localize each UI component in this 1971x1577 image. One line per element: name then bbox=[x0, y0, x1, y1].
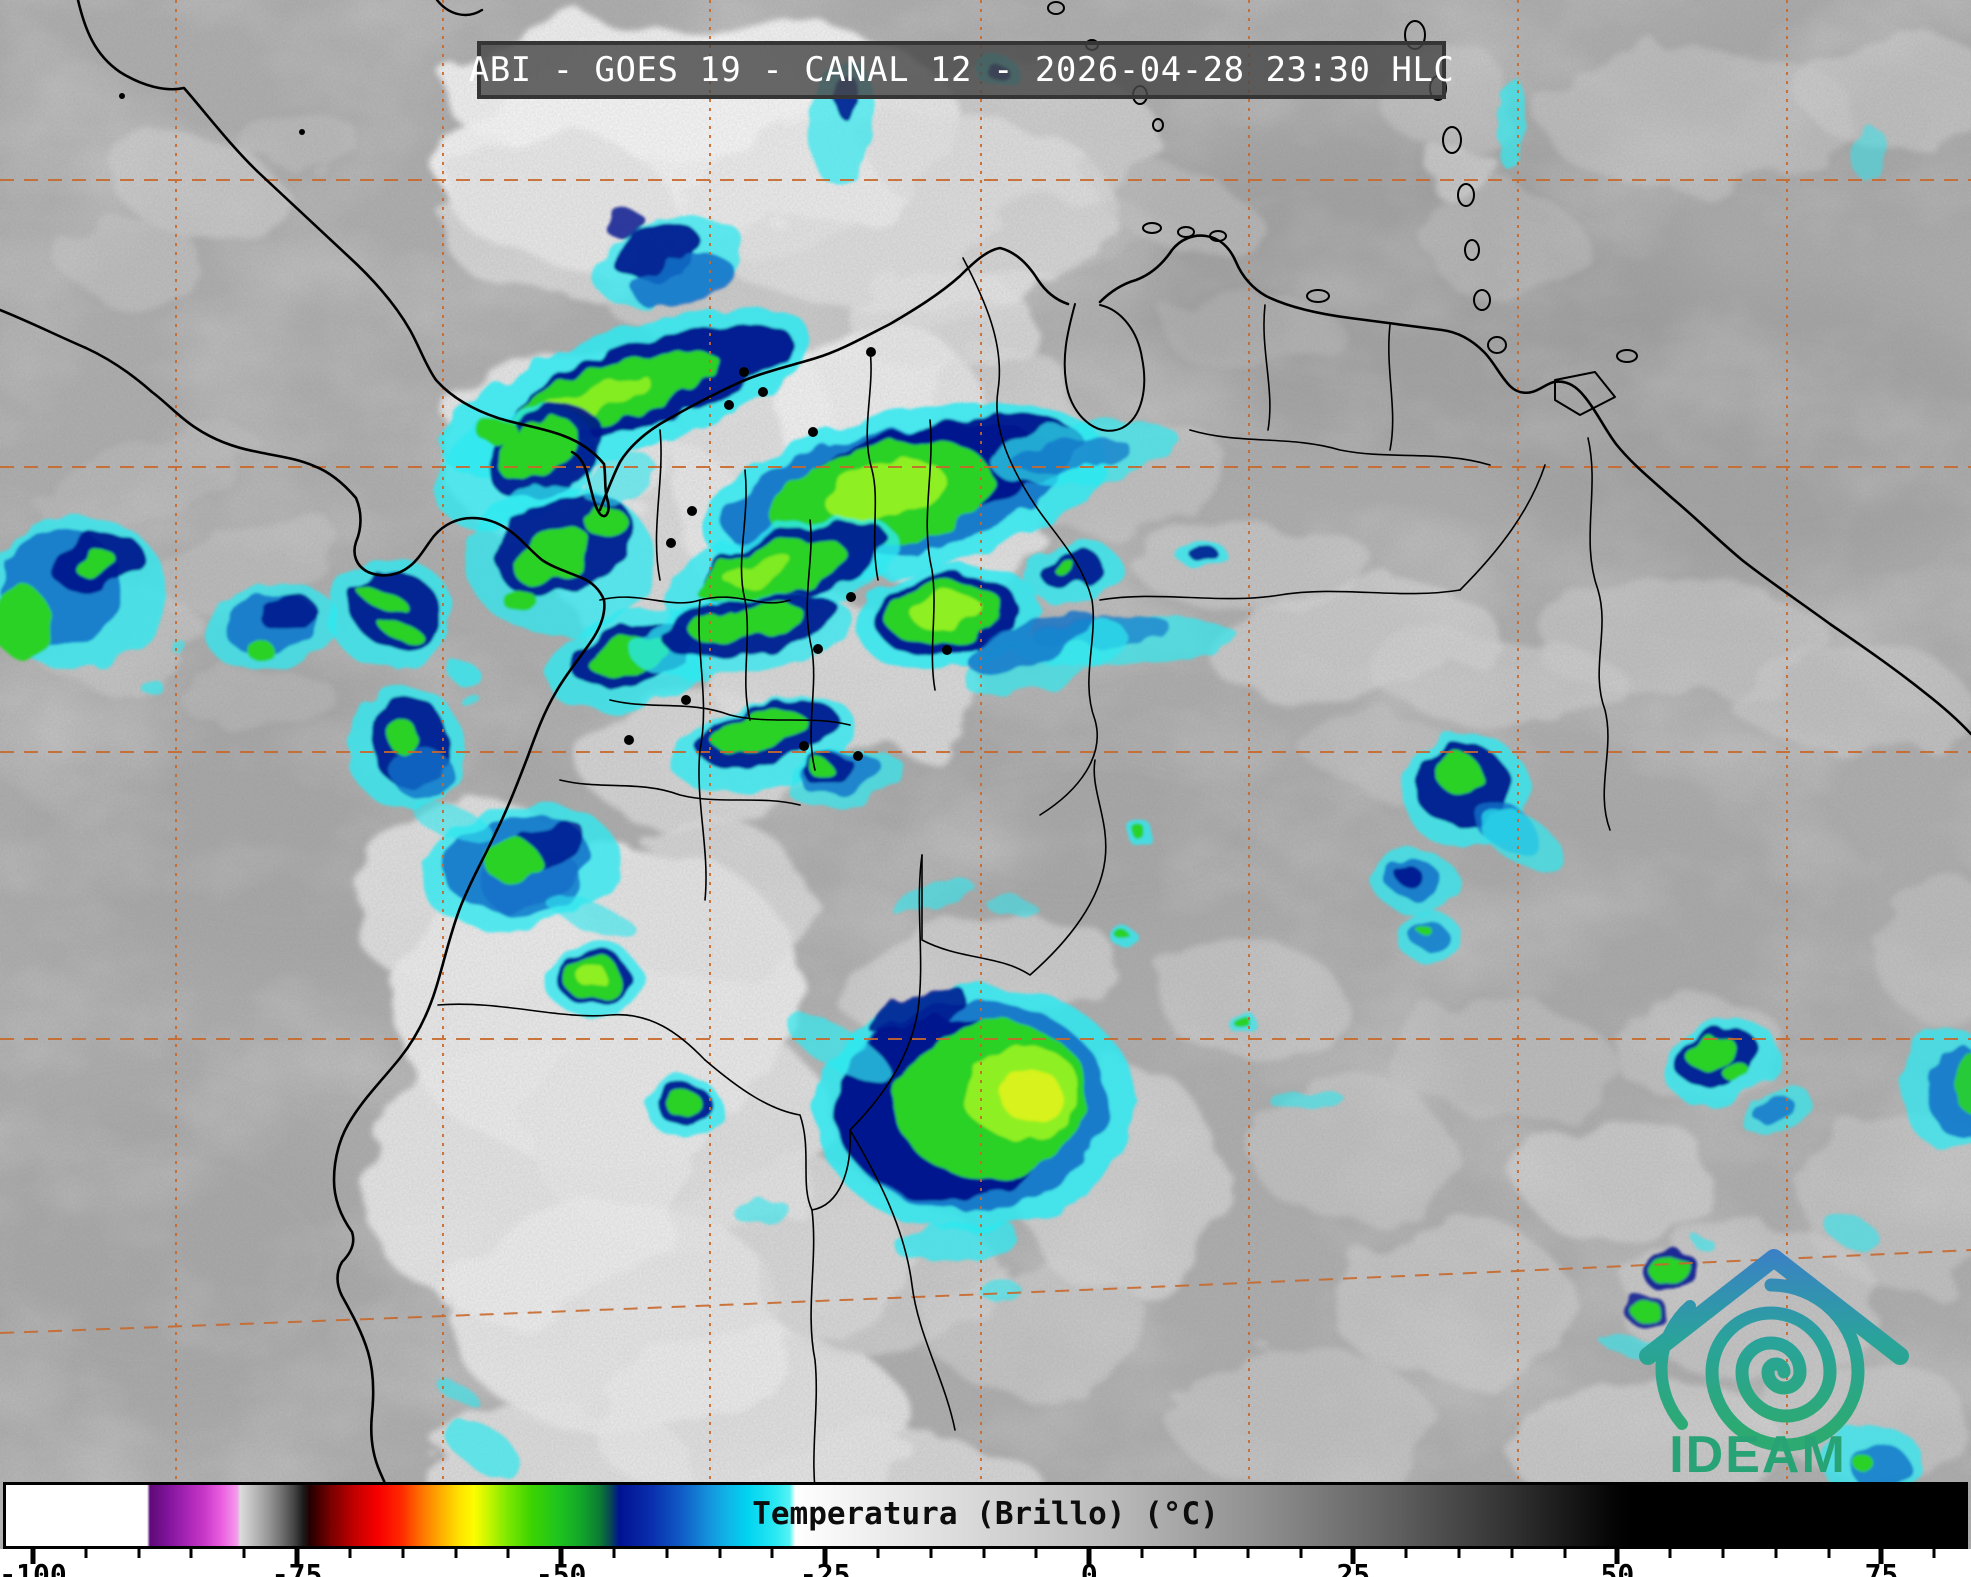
colorbar-minor-tick bbox=[137, 1549, 141, 1558]
political-borders bbox=[437, 257, 1611, 1511]
colorbar-minor-tick bbox=[665, 1549, 669, 1558]
colorbar-minor-tick bbox=[1404, 1549, 1408, 1558]
ideam-logo-crescent bbox=[1655, 1300, 1696, 1430]
colorbar-minor-tick bbox=[982, 1549, 986, 1558]
colorbar-minor-tick bbox=[1932, 1549, 1936, 1558]
colorbar-label: Temperatura (Brillo) (°C) bbox=[752, 1496, 1219, 1532]
colorbar-major-tick bbox=[558, 1549, 564, 1564]
graticule-latitude-lines bbox=[0, 179, 1971, 1334]
colorbar-minor-tick bbox=[189, 1549, 193, 1558]
graticule-longitude-lines bbox=[175, 0, 1788, 1549]
colorbar-minor-tick bbox=[454, 1549, 457, 1558]
colorbar-minor-tick bbox=[612, 1549, 616, 1558]
colorbar-minor-tick bbox=[1299, 1549, 1302, 1558]
colorbar-minor-tick bbox=[1034, 1549, 1038, 1558]
island-trinidad bbox=[1554, 371, 1616, 416]
colorbar-tick-label: 50 bbox=[1600, 1558, 1635, 1577]
colorbar-major-tick bbox=[1350, 1549, 1356, 1564]
coastline-caribbean-south-america bbox=[598, 234, 1971, 736]
colorbar-minor-tick bbox=[401, 1549, 405, 1558]
city-markers bbox=[119, 93, 952, 761]
colorbar-minor-tick bbox=[1193, 1549, 1197, 1558]
storm-cells bbox=[0, 56, 1971, 1564]
colorbar-minor-tick bbox=[1140, 1549, 1144, 1558]
ideam-logo-roof bbox=[1639, 1249, 1909, 1365]
colorbar-tick-label: 0 bbox=[1080, 1558, 1098, 1577]
image-title-bar: ABI - GOES 19 - CANAL 12 - 2026-04-28 23… bbox=[469, 41, 1454, 99]
colorbar-minor-tick bbox=[876, 1549, 880, 1558]
image-title-text: ABI - GOES 19 - CANAL 12 - 2026-04-28 23… bbox=[468, 50, 1455, 90]
colorbar-tick-label: -100 bbox=[0, 1558, 67, 1577]
colorbar-tick-label: -75 bbox=[271, 1558, 323, 1577]
ideam-logo: IDEAM bbox=[1639, 1249, 1909, 1484]
colorbar-minor-tick bbox=[1721, 1549, 1725, 1558]
colorbar-major-tick bbox=[1614, 1549, 1620, 1564]
colorbar-minor-tick bbox=[1774, 1549, 1778, 1558]
colorbar-tick-label: -25 bbox=[799, 1558, 851, 1577]
colorbar-ticks: -100 -75 -50 -25 0 25 50 75 bbox=[0, 1549, 1971, 1577]
ideam-logo-text: IDEAM bbox=[1669, 1426, 1847, 1484]
colorbar-minor-tick bbox=[770, 1549, 774, 1558]
colorbar-minor-tick bbox=[1827, 1549, 1831, 1558]
colorbar-minor-tick bbox=[506, 1549, 510, 1558]
colorbar-major-tick bbox=[30, 1549, 36, 1564]
colorbar-major-tick bbox=[822, 1549, 828, 1564]
colorbar-minor-tick bbox=[242, 1549, 246, 1558]
coastline-central-america bbox=[76, 0, 610, 518]
colorbar-minor-tick bbox=[929, 1549, 933, 1558]
colorbar-minor-tick bbox=[1668, 1549, 1672, 1558]
colorbar-minor-tick bbox=[84, 1549, 88, 1558]
colorbar-minor-tick bbox=[348, 1549, 352, 1558]
colorbar-tick-label: 75 bbox=[1864, 1558, 1899, 1577]
colorbar-major-tick bbox=[1878, 1549, 1884, 1564]
colorbar-major-tick bbox=[1086, 1549, 1092, 1564]
coastline-fragment-north bbox=[435, 0, 484, 17]
coastline-pacific bbox=[0, 308, 606, 1551]
colorbar-gradient bbox=[3, 1482, 1968, 1549]
colorbar-minor-tick bbox=[1510, 1549, 1514, 1558]
colorbar-minor-tick bbox=[1246, 1549, 1250, 1558]
colorbar-major-tick bbox=[294, 1549, 300, 1564]
island-tobago bbox=[1616, 349, 1638, 363]
colorbar-minor-tick bbox=[718, 1549, 722, 1558]
ideam-logo-spiral bbox=[1705, 1278, 1865, 1452]
colorbar-tick-label: 25 bbox=[1336, 1558, 1371, 1577]
colorbar-minor-tick bbox=[1457, 1549, 1461, 1558]
lake-maracaibo bbox=[1063, 303, 1146, 432]
colorbar-minor-tick bbox=[1563, 1549, 1567, 1558]
colorbar-axis-strip bbox=[0, 1549, 1971, 1577]
colorbar-tick-label: -50 bbox=[535, 1558, 587, 1577]
